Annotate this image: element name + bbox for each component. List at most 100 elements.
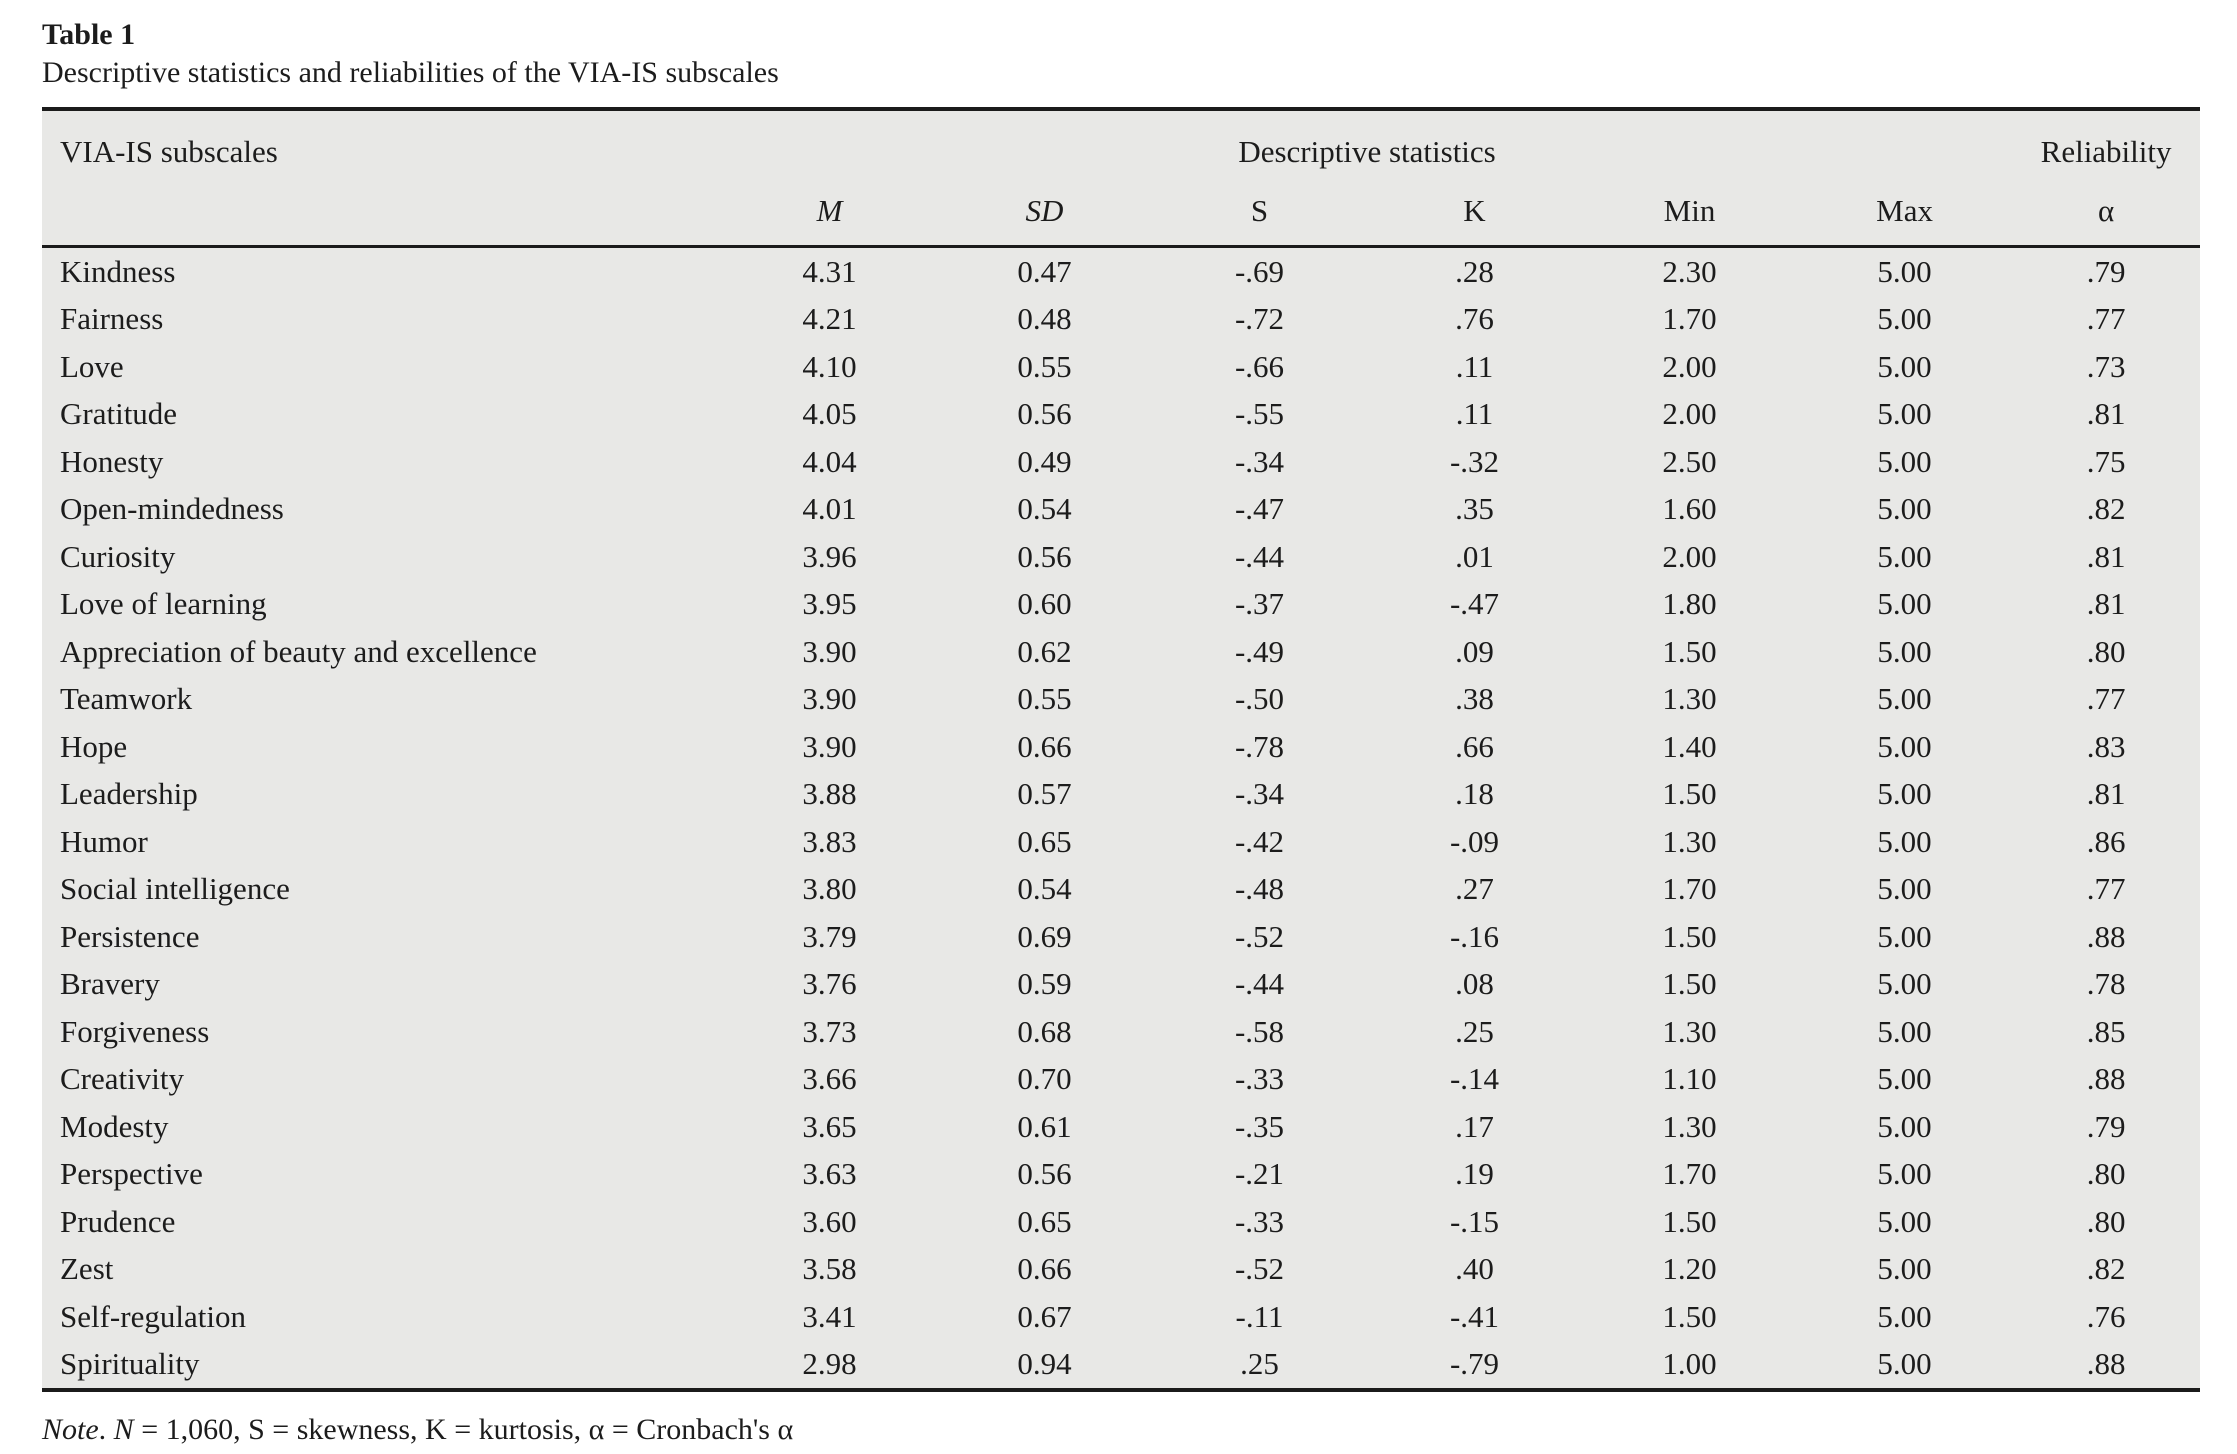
table-row: Hope 3.90 0.66 -.78 .66 1.40 5.00 .83 — [42, 723, 2200, 771]
stat-value: 1.50 — [1662, 1203, 1717, 1239]
stat-value: 0.55 — [1017, 681, 1072, 717]
subscale-name: Zest — [60, 1251, 114, 1287]
stat-value: -.49 — [1234, 633, 1285, 669]
column-header-row: M SD S K Min Max α — [42, 183, 2200, 247]
stat-value: 2.00 — [1662, 348, 1717, 384]
stat-value: -.58 — [1234, 1013, 1285, 1049]
stat-value: 1.50 — [1662, 1298, 1717, 1334]
stat-value: 0.56 — [1017, 1156, 1072, 1192]
stat-value: 3.58 — [802, 1251, 857, 1287]
stat-value: 2.50 — [1662, 443, 1717, 479]
table-row: Love of learning 3.95 0.60 -.37 -.47 1.80 5.00… — [42, 581, 2200, 629]
stat-value: .25 — [1455, 1013, 1494, 1049]
stat-value: 4.05 — [802, 396, 857, 432]
table-row: Teamwork 3.90 0.55 -.50 .38 1.30 5.00 .77 — [42, 676, 2200, 724]
subscale-name: Kindness — [60, 253, 176, 289]
stat-value: .76 — [1455, 301, 1494, 337]
stat-value: .79 — [2086, 1108, 2126, 1144]
stat-value: .82 — [2086, 1251, 2126, 1287]
stat-value: 0.67 — [1017, 1298, 1072, 1334]
stat-value: .83 — [2086, 728, 2126, 764]
stat-value: 5.00 — [1877, 1108, 1932, 1144]
stat-value: .73 — [2086, 348, 2126, 384]
stat-value: 3.80 — [802, 871, 857, 907]
stat-value: 5.00 — [1877, 538, 1932, 574]
stat-value: -.09 — [1449, 823, 1500, 859]
stat-value: -.14 — [1449, 1061, 1500, 1097]
note-segment: = 1,060, S = skewness, K = kurtosis, α =… — [133, 1413, 794, 1446]
note-italic-segment: Note — [42, 1413, 99, 1446]
stat-value: -.41 — [1449, 1298, 1500, 1334]
stat-value: -.37 — [1234, 586, 1285, 622]
column-header-kurtosis: K — [1463, 193, 1486, 228]
stat-value: 0.60 — [1017, 586, 1072, 622]
table-row: Spirituality 2.98 0.94 .25 -.79 1.00 5.00 .88 — [42, 1341, 2200, 1391]
stat-value: .82 — [2086, 491, 2126, 527]
stat-value: -.35 — [1234, 1108, 1285, 1144]
subscale-name: Love of learning — [60, 586, 267, 622]
stat-value: 5.00 — [1877, 918, 1932, 954]
stat-value: 1.30 — [1662, 1013, 1717, 1049]
stat-value: .76 — [2086, 1298, 2126, 1334]
stat-value: 5.00 — [1877, 1013, 1932, 1049]
table-row: Gratitude 4.05 0.56 -.55 .11 2.00 5.00 .81 — [42, 391, 2200, 439]
stat-value: 5.00 — [1877, 1203, 1932, 1239]
stat-value: 5.00 — [1877, 728, 1932, 764]
stat-value: -.50 — [1234, 681, 1285, 717]
stat-value: 1.30 — [1662, 1108, 1717, 1144]
stat-value: 1.70 — [1662, 1156, 1717, 1192]
subscale-name: Curiosity — [60, 538, 176, 574]
stat-value: .85 — [2086, 1013, 2126, 1049]
stat-value: -.42 — [1234, 823, 1285, 859]
stat-value: 5.00 — [1877, 253, 1932, 289]
stat-value: 1.50 — [1662, 966, 1717, 1002]
stat-value: .01 — [1455, 538, 1494, 574]
stat-value: 0.69 — [1017, 918, 1072, 954]
stat-value: 3.73 — [802, 1013, 857, 1049]
table-header: VIA-IS subscales Descriptive statistics … — [42, 109, 2201, 247]
subscale-name: Leadership — [60, 776, 198, 812]
stat-value: 5.00 — [1877, 1346, 1932, 1382]
stat-value: 0.49 — [1017, 443, 1072, 479]
stat-value: 0.57 — [1017, 776, 1072, 812]
subscale-name: Teamwork — [60, 681, 193, 717]
stat-value: .78 — [2086, 966, 2126, 1002]
stat-value: 5.00 — [1877, 1061, 1932, 1097]
stat-value: 5.00 — [1877, 681, 1932, 717]
stat-value: 1.70 — [1662, 871, 1717, 907]
stat-value: 4.21 — [802, 301, 857, 337]
stat-value: -.16 — [1449, 918, 1500, 954]
column-header-alpha: α — [2097, 193, 2115, 228]
stat-value: 3.90 — [802, 633, 857, 669]
subscale-name: Open-mindedness — [60, 491, 284, 527]
subscale-name: Fairness — [60, 301, 164, 337]
stat-value: 0.54 — [1017, 491, 1072, 527]
column-header-empty — [42, 183, 722, 247]
table-row: Kindness 4.31 0.47 -.69 .28 2.30 5.00 .79 — [42, 247, 2200, 296]
stat-value: 1.50 — [1662, 918, 1717, 954]
stat-value: .11 — [1455, 396, 1494, 432]
stat-value: .80 — [2086, 633, 2126, 669]
table-caption: Descriptive statistics and reliabilities… — [42, 56, 779, 89]
stat-value: 2.98 — [802, 1346, 857, 1382]
stat-value: 0.48 — [1017, 301, 1072, 337]
stat-value: 3.41 — [802, 1298, 857, 1334]
stat-value: .18 — [1455, 776, 1494, 812]
stat-value: 1.70 — [1662, 301, 1717, 337]
group-header-row: VIA-IS subscales Descriptive statistics … — [42, 109, 2200, 183]
stat-value: .08 — [1455, 966, 1494, 1002]
stat-value: 3.95 — [802, 586, 857, 622]
table-row: Honesty 4.04 0.49 -.34 -.32 2.50 5.00 .75 — [42, 438, 2200, 486]
stat-value: .88 — [2086, 1346, 2126, 1382]
stat-value: 5.00 — [1877, 348, 1932, 384]
stat-value: .81 — [2086, 586, 2126, 622]
stat-value: 5.00 — [1877, 1298, 1932, 1334]
stat-value: 1.20 — [1662, 1251, 1717, 1287]
subscale-name: Spirituality — [60, 1346, 200, 1382]
subscale-name: Appreciation of beauty and excellence — [60, 633, 537, 669]
stat-value: 0.70 — [1017, 1061, 1072, 1097]
stat-value: 3.65 — [802, 1108, 857, 1144]
stat-value: 2.00 — [1662, 538, 1717, 574]
stat-value: -.47 — [1449, 586, 1500, 622]
